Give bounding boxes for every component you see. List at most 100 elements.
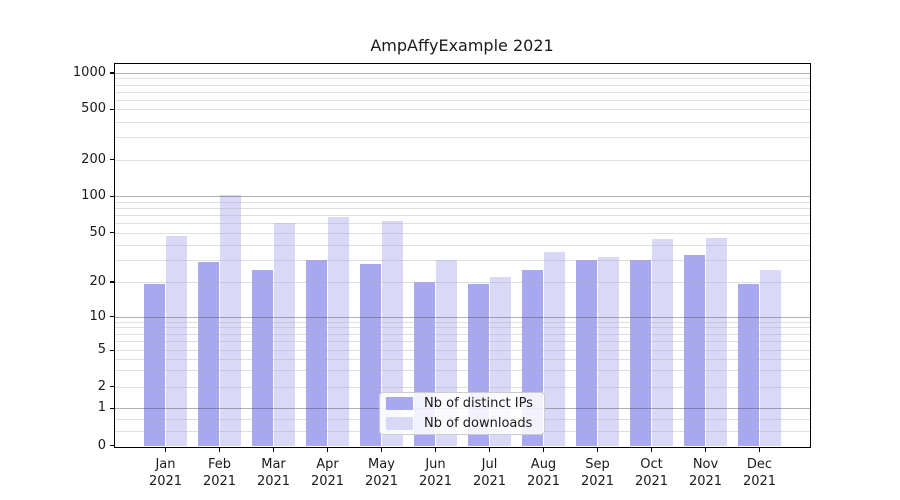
legend: Nb of distinct IPs Nb of downloads — [379, 392, 545, 435]
y-tick-mark — [110, 445, 114, 447]
x-tick-mark — [165, 447, 167, 452]
y-tick-mark — [110, 159, 114, 161]
gridline-minor — [115, 358, 810, 360]
x-tick-label: Nov 2021 — [688, 457, 723, 489]
y-tick-label: 500 — [81, 101, 106, 117]
gridline-minor — [115, 260, 810, 262]
gridline-minor — [115, 370, 810, 372]
x-tick-label: Sep 2021 — [580, 457, 615, 489]
x-tick-label: Mar 2021 — [256, 457, 291, 489]
gridline-minor — [115, 91, 810, 93]
x-tick-mark — [219, 447, 221, 452]
gridline-minor — [115, 232, 810, 234]
gridline-minor — [115, 121, 810, 123]
bar-downloads-nov — [706, 238, 728, 446]
bar-distinct-ips-apr — [305, 260, 327, 446]
gridline-minor — [115, 244, 810, 246]
gridline-minor — [115, 222, 810, 224]
x-tick-label: Feb 2021 — [202, 457, 237, 489]
bar-downloads-aug — [544, 251, 566, 446]
bar-downloads-apr — [328, 217, 350, 446]
bar-distinct-ips-may — [359, 263, 381, 446]
x-tick-label: Apr 2021 — [310, 457, 345, 489]
bar-downloads-dec — [760, 269, 782, 446]
x-tick-label: Dec 2021 — [742, 457, 777, 489]
legend-item-downloads: Nb of downloads — [386, 416, 536, 431]
x-tick-mark — [651, 447, 653, 452]
bar-distinct-ips-oct — [629, 260, 651, 446]
bar-distinct-ips-dec — [737, 284, 759, 446]
gridline-minor — [115, 327, 810, 329]
x-tick-label: Jan 2021 — [148, 457, 183, 489]
y-tick-label: 0 — [97, 437, 106, 453]
bar-downloads-oct — [652, 239, 674, 446]
y-tick-mark — [110, 72, 114, 74]
y-tick-label: 10 — [89, 308, 106, 324]
y-tick-label: 20 — [89, 273, 106, 289]
bar-downloads-jan — [166, 235, 188, 446]
y-tick-label: 1000 — [72, 64, 106, 80]
y-tick-label: 200 — [81, 151, 106, 167]
y-tick-mark — [110, 316, 114, 318]
y-tick-label: 2 — [97, 378, 106, 394]
x-tick-mark — [435, 447, 437, 452]
bar-downloads-sep — [598, 256, 620, 446]
legend-swatch-distinct-ips — [386, 397, 413, 410]
gridline-minor — [115, 109, 810, 111]
gridline-minor — [115, 84, 810, 86]
gridline-minor — [115, 159, 810, 161]
x-tick-mark — [489, 447, 491, 452]
gridline-minor — [115, 207, 810, 209]
x-tick-mark — [543, 447, 545, 452]
x-tick-mark — [273, 447, 275, 452]
bar-distinct-ips-jan — [143, 284, 165, 446]
y-tick-label: 1 — [97, 400, 106, 416]
gridline-minor — [115, 99, 810, 101]
y-tick-label: 5 — [97, 342, 106, 357]
gridline-major — [115, 196, 810, 197]
x-tick-label: Jul 2021 — [472, 457, 507, 489]
chart-title: AmpAffyExample 2021 — [370, 36, 554, 55]
x-tick-mark — [759, 447, 761, 452]
gridline-minor — [115, 201, 810, 203]
x-tick-label: May 2021 — [364, 457, 399, 489]
y-tick-mark — [110, 232, 114, 234]
y-tick-mark — [110, 386, 114, 388]
legend-item-distinct-ips: Nb of distinct IPs — [386, 396, 536, 411]
y-tick-mark — [110, 195, 114, 197]
gridline-minor — [115, 214, 810, 216]
gridline-major — [115, 72, 810, 74]
gridline-minor — [115, 350, 810, 351]
gridline-minor — [115, 137, 810, 139]
y-tick-mark — [110, 281, 114, 283]
x-tick-mark — [705, 447, 707, 452]
bar-downloads-mar — [274, 222, 296, 446]
y-tick-mark — [110, 108, 114, 111]
gridline-minor — [115, 386, 810, 388]
x-tick-mark — [327, 447, 329, 452]
y-tick-mark — [110, 407, 114, 410]
x-tick-label: Aug 2021 — [526, 457, 561, 489]
gridline-minor — [115, 78, 810, 80]
x-tick-mark — [381, 447, 383, 452]
legend-label-downloads: Nb of downloads — [424, 416, 533, 431]
bar-distinct-ips-sep — [575, 260, 597, 446]
x-tick-label: Oct 2021 — [634, 457, 669, 489]
y-tick-label: 50 — [89, 224, 106, 240]
gridline-minor — [115, 341, 810, 343]
x-tick-label: Jun 2021 — [418, 457, 453, 489]
y-tick-mark — [110, 349, 114, 351]
bar-distinct-ips-nov — [683, 254, 705, 446]
bar-distinct-ips-mar — [251, 269, 273, 446]
gridline-minor — [115, 321, 810, 323]
legend-label-distinct-ips: Nb of distinct IPs — [424, 396, 533, 411]
y-tick-label: 100 — [81, 188, 106, 203]
legend-swatch-downloads — [386, 417, 413, 430]
bar-distinct-ips-feb — [197, 261, 219, 446]
bar-downloads-feb — [220, 194, 242, 446]
gridline-minor — [115, 333, 810, 335]
x-tick-mark — [597, 447, 599, 452]
gridline-minor — [115, 281, 810, 283]
bar-downloads-may — [382, 221, 404, 446]
